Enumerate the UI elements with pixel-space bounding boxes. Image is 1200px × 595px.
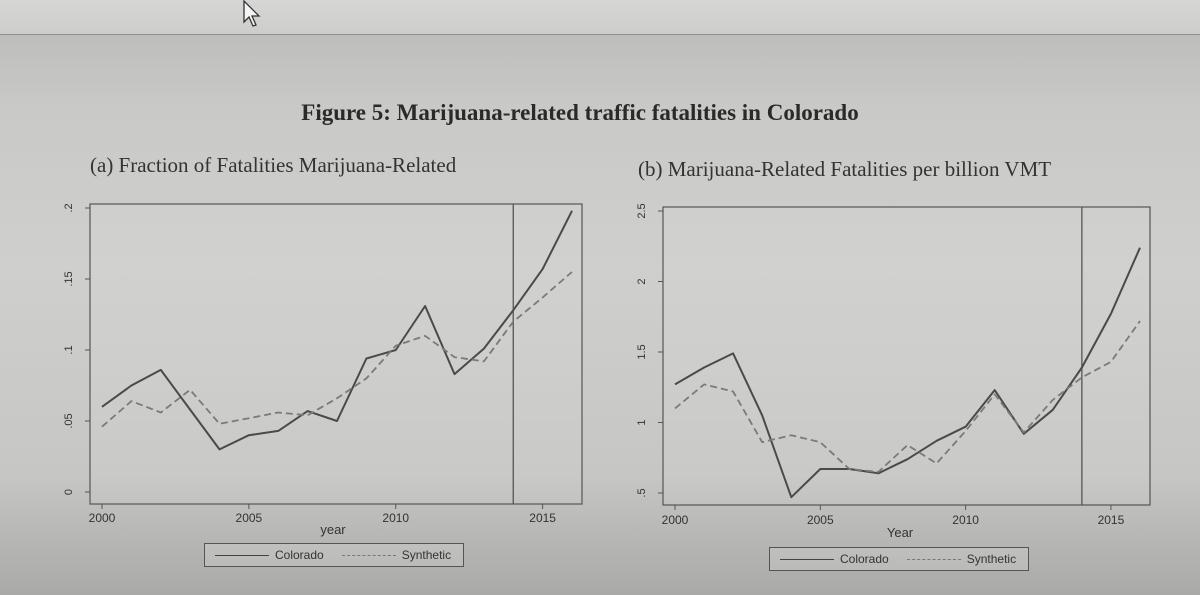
x-tick-label: 2000 [662,513,689,527]
legend-panel-a: Colorado Synthetic [204,543,464,567]
series-line-synthetic [674,320,1141,473]
y-tick-label: .1 [63,345,75,354]
y-tick-label: .2 [63,203,75,212]
x-tick-label: 2010 [952,513,979,527]
legend-swatch-solid [780,558,834,560]
y-tick-label: .15 [63,271,75,286]
legend-label: Synthetic [401,548,452,562]
x-tick-label: 2005 [236,511,263,525]
series-line-colorado [101,210,573,451]
chart-panel-b: 2000 2005 2010 2015 .5 1 1.5 2 2.5 Year [636,203,1151,540]
legend-label: Colorado [275,548,324,562]
x-tick-label: 2005 [807,513,834,527]
legend-item-colorado: Colorado [780,552,889,566]
x-tick-label: 2000 [89,511,116,525]
panel-a-title: (a) Fraction of Fatalities Marijuana-Rel… [90,153,457,177]
y-tick-label: .05 [63,413,75,428]
monitor-top-edge [0,0,1200,35]
x-axis-label: year [320,522,346,537]
legend-swatch-dashed [341,554,396,556]
y-tick-label: 1.5 [636,344,648,359]
x-axis-label: Year [887,525,914,540]
legend-swatch-dashed [906,558,961,560]
plot-frame [89,203,583,505]
figure-title: Figure 5: Marijuana-related traffic fata… [301,100,859,125]
y-tick-label: .5 [636,488,648,497]
chart-panel-a: 2000 2005 2010 2015 0 .05 .1 .15 .2 year [63,203,583,537]
x-tick-label: 2015 [1098,513,1125,527]
x-tick-label: 2010 [382,511,409,525]
y-tick-label: 2 [636,278,648,284]
x-tick-label: 2015 [529,511,556,525]
legend-label: Synthetic [966,552,1017,566]
y-tick-label: 2.5 [636,203,648,218]
legend-swatch-solid [215,554,269,556]
y-tick-label: 1 [636,419,648,425]
plot-frame [662,206,1151,506]
mouse-cursor-icon [243,0,261,27]
legend-label: Colorado [840,552,889,566]
series-line-synthetic [101,271,573,428]
legend-panel-b: Colorado Synthetic [769,547,1029,571]
series-line-colorado [674,247,1141,499]
panel-b-title: (b) Marijuana-Related Fatalities per bil… [638,157,1052,181]
legend-item-colorado: Colorado [215,548,324,562]
legend-item-synthetic: Synthetic [341,548,452,562]
y-tick-label: 0 [63,489,75,495]
legend-item-synthetic: Synthetic [906,552,1017,566]
